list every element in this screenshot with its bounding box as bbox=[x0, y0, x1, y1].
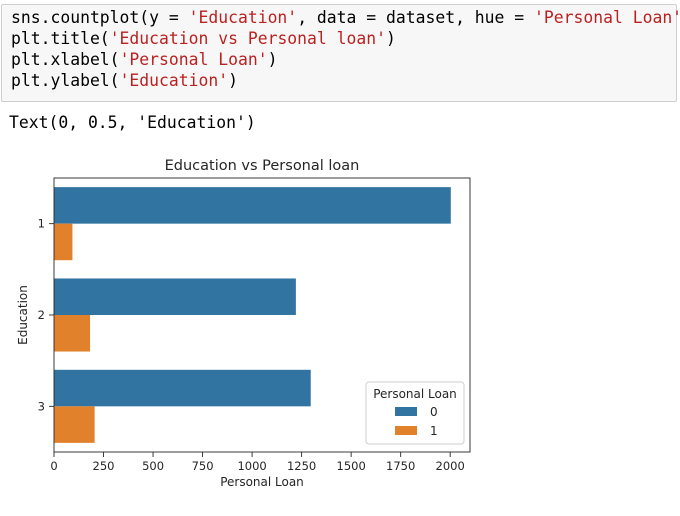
legend-swatch-series-1 bbox=[395, 426, 417, 435]
code-token: ) bbox=[267, 50, 278, 69]
code-string-token: 'Education' bbox=[188, 8, 298, 27]
bar-series-0-education-1 bbox=[54, 187, 451, 224]
y-tick-label: 2 bbox=[38, 308, 45, 322]
code-token: ) bbox=[386, 29, 396, 48]
code-line: plt.ylabel('Education') bbox=[11, 70, 238, 91]
legend-entry-label: 0 bbox=[430, 405, 438, 419]
code-line: plt.title('Education vs Personal loan') bbox=[11, 28, 396, 49]
x-tick-label: 1250 bbox=[287, 459, 316, 473]
y-tick-label: 3 bbox=[38, 399, 45, 413]
code-token: plt.ylabel( bbox=[11, 71, 120, 90]
x-tick-label: 2000 bbox=[436, 459, 465, 473]
code-token: ) bbox=[228, 71, 238, 90]
x-axis-label: Personal Loan bbox=[220, 475, 304, 489]
code-token: , data = dataset, hue = bbox=[297, 8, 535, 27]
code-line: plt.xlabel('Personal Loan') bbox=[11, 49, 277, 70]
y-tick-label: 1 bbox=[38, 217, 45, 231]
code-token: plt.xlabel( bbox=[11, 50, 120, 69]
chart-title: Education vs Personal loan bbox=[165, 158, 360, 174]
code-token: sns.countplot(y = bbox=[11, 8, 189, 27]
code-token: plt.title( bbox=[11, 29, 110, 48]
legend-swatch-series-0 bbox=[395, 407, 417, 416]
x-tick-label: 1000 bbox=[237, 459, 266, 473]
legend-title: Personal Loan bbox=[373, 387, 457, 401]
bar-series-1-education-1 bbox=[54, 223, 73, 261]
x-tick-label: 250 bbox=[93, 459, 115, 473]
x-tick-label: 1750 bbox=[386, 459, 415, 473]
legend-entry-label: 1 bbox=[430, 424, 438, 438]
code-string-token: 'Personal Loan' bbox=[534, 8, 680, 27]
x-tick-label: 0 bbox=[50, 459, 57, 473]
y-axis-label: Education bbox=[16, 285, 30, 345]
code-string-token: 'Personal Loan' bbox=[119, 50, 268, 69]
cell-output-text: Text(0, 0.5, 'Education') bbox=[9, 113, 256, 132]
bar-series-0-education-3 bbox=[54, 369, 311, 407]
code-cell[interactable]: sns.countplot(y = 'Education', data = da… bbox=[1, 4, 680, 102]
code-string-token: 'Education' bbox=[119, 71, 229, 90]
bar-series-0-education-2 bbox=[54, 278, 296, 315]
code-string-token: 'Education vs Personal loan' bbox=[109, 29, 386, 48]
x-tick-label: 1500 bbox=[337, 459, 366, 473]
x-tick-label: 750 bbox=[192, 459, 214, 473]
code-line: sns.countplot(y = 'Education', data = da… bbox=[11, 7, 680, 28]
bar-series-1-education-2 bbox=[54, 315, 91, 352]
x-tick-label: 500 bbox=[142, 459, 164, 473]
bar-series-1-education-3 bbox=[54, 406, 95, 443]
